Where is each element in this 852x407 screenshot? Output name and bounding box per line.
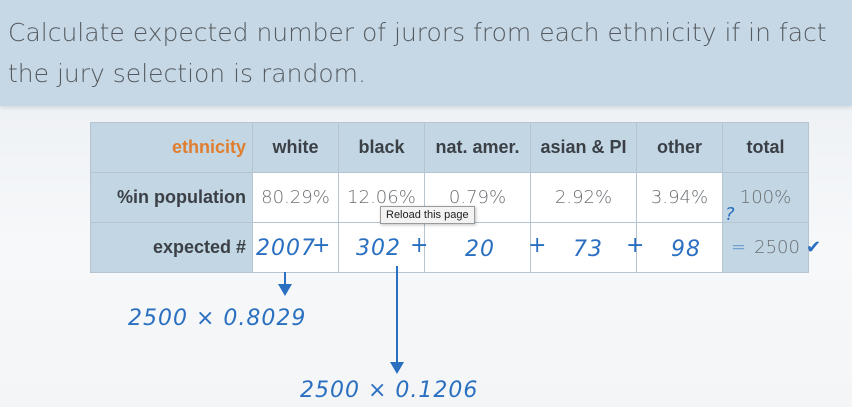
arrow-down-icon [278, 284, 292, 296]
hand-other-value: 98 [671, 237, 701, 262]
title-band [0, 0, 852, 106]
check-icon: ✔ [806, 237, 823, 258]
pop-nat-amer: 0.79% [424, 172, 531, 223]
arrow-down-icon [390, 362, 404, 374]
header-total: total [722, 122, 809, 173]
exp-black [338, 222, 425, 273]
calc-black: 2500 × 0.1206 [300, 378, 479, 403]
hand-asian-pi-value: 73 [573, 237, 603, 262]
slide-title: Calculate expected number of jurors from… [8, 18, 827, 88]
jury-table: ethnicity white black nat. amer. asian &… [90, 122, 809, 273]
exp-asian-pi [530, 222, 637, 273]
hand-plus-3: + [528, 233, 548, 258]
header-white: white [252, 122, 339, 173]
hand-plus-4: + [626, 233, 646, 258]
pop-white: 80.29% [252, 172, 339, 223]
header-asian-pi: asian & PI [530, 122, 637, 173]
reload-tooltip: Reload this page [380, 206, 475, 224]
question-mark: ? [725, 204, 736, 225]
population-label: %in population [90, 172, 253, 223]
hand-white-value: 2007 [256, 236, 316, 261]
exp-white [252, 222, 339, 273]
hand-black-value: 302 [356, 236, 401, 261]
pop-total: 100% [722, 172, 809, 223]
hand-nat-amer-value: 20 [465, 237, 495, 262]
exp-other [636, 222, 723, 273]
header-row: ethnicity white black nat. amer. asian &… [90, 122, 809, 173]
header-black: black [338, 122, 425, 173]
hand-plus-2: + [410, 233, 430, 258]
arrow-white-line [284, 272, 286, 286]
pop-asian-pi: 2.92% [530, 172, 637, 223]
hand-plus-1: + [312, 233, 332, 258]
header-ethnicity: ethnicity [90, 122, 253, 173]
pop-other: 3.94% [636, 172, 723, 223]
exp-total: = 2500 [722, 222, 809, 273]
header-other: other [636, 122, 723, 173]
arrow-black-line [396, 266, 398, 364]
expected-row: expected # = 2500 [90, 222, 809, 273]
header-nat-amer: nat. amer. [424, 122, 531, 173]
calc-white: 2500 × 0.8029 [128, 306, 307, 331]
exp-nat-amer [424, 222, 531, 273]
expected-label: expected # [90, 222, 253, 273]
